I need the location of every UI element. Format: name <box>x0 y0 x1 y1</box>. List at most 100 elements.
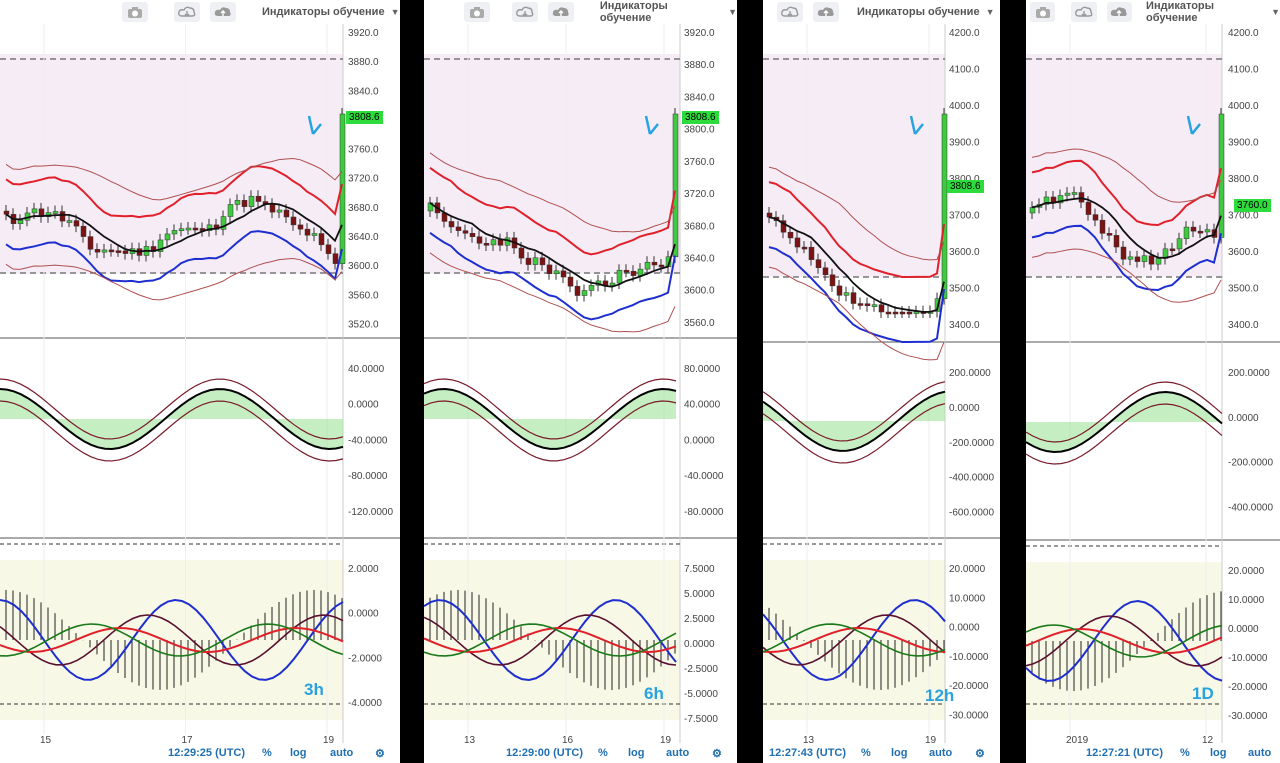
candle <box>878 304 885 313</box>
ma-blue-line <box>768 246 945 343</box>
candle <box>476 236 483 244</box>
candle <box>836 285 843 296</box>
settings-gear-icon[interactable]: ⚙ <box>375 747 385 760</box>
auto-toggle[interactable]: auto <box>330 747 354 759</box>
settings-gear-icon[interactable]: ⚙ <box>975 747 985 760</box>
settings-gear-icon[interactable]: ⚙ <box>712 747 722 760</box>
candle <box>318 233 325 246</box>
candle <box>906 311 913 315</box>
candle <box>66 220 73 223</box>
price-tick-label: 3800.0 <box>949 174 980 185</box>
chart-canvas: 4200.0 4100.0 4000.0 3900.0 3800.0 3700.0 3600… <box>1026 24 1280 746</box>
indicator-select[interactable]: Индикаторы обучение ▼ <box>599 0 737 24</box>
indicator-select[interactable]: Индикаторы обучение ▼ <box>1146 0 1280 24</box>
cloud-upload-icon[interactable] <box>210 2 236 22</box>
candle <box>241 200 248 207</box>
osc2-red-line <box>1026 628 1223 654</box>
percent-toggle[interactable]: % <box>262 747 272 759</box>
candle <box>1148 255 1155 265</box>
chart-toolbar: Индикаторы обучение ▼ <box>1026 0 1280 24</box>
chart-status-bar: 12:29:00 (UTC) % log auto ⚙ <box>424 743 737 763</box>
timeframe-label: 6h <box>644 684 664 703</box>
candle <box>185 227 192 231</box>
candle <box>525 257 532 265</box>
osc2-tick-label: -5.0000 <box>684 689 718 700</box>
auto-toggle[interactable]: auto <box>1248 747 1272 759</box>
ma-blue-line <box>5 230 343 284</box>
osc1-tick-label: 0.0000 <box>949 403 980 414</box>
price-tick-label: 3920.0 <box>684 28 715 39</box>
auto-toggle[interactable]: auto <box>929 747 953 759</box>
cloud-upload-icon[interactable] <box>1106 2 1133 22</box>
percent-toggle[interactable]: % <box>861 747 871 759</box>
cloud-download-icon[interactable] <box>777 2 803 22</box>
camera-icon[interactable] <box>122 2 148 22</box>
candle <box>672 113 679 258</box>
log-toggle[interactable]: log <box>290 747 307 759</box>
candle <box>808 246 815 260</box>
ma-red-line <box>5 165 343 219</box>
ma-blue-line <box>429 232 676 321</box>
candle <box>1113 235 1120 248</box>
candle <box>1204 229 1211 233</box>
cloud-download-icon[interactable] <box>511 2 538 22</box>
percent-toggle[interactable]: % <box>598 747 608 759</box>
log-toggle[interactable]: log <box>891 747 908 759</box>
time-readout: 12:27:43 (UTC) <box>769 747 847 759</box>
osc2-blue-line <box>763 599 946 682</box>
last-price-tag: 3808.6 <box>682 111 719 124</box>
osc1-tick-label: -600.0000 <box>949 508 994 519</box>
osc1-tick-label: -80.0000 <box>348 471 388 482</box>
osc1-tick-label: -120.0000 <box>348 507 393 518</box>
auto-toggle[interactable]: auto <box>666 747 690 759</box>
osc1-tick-label: -200.0000 <box>1228 458 1273 469</box>
osc2-fill <box>0 560 343 720</box>
osc1-line <box>1026 391 1223 453</box>
band-fill <box>424 54 680 274</box>
candle <box>637 268 644 276</box>
cloud-upload-icon[interactable] <box>547 2 574 22</box>
osc1-tick-label: -40.0000 <box>348 435 388 446</box>
camera-icon[interactable] <box>1030 2 1056 22</box>
price-tick-label: 3900.0 <box>1228 137 1259 148</box>
chart-canvas: 3920.0 3880.0 3840.0 3800.0 3760.0 3720.0 3680… <box>424 24 737 746</box>
chart-canvas: 4200.0 4100.0 4000.0 3900.0 3800.0 3700.0 3600… <box>763 24 1000 746</box>
date-tick-label: 13 <box>464 735 476 746</box>
date-tick-label: 16 <box>562 735 574 746</box>
cloud-download-icon[interactable] <box>174 2 200 22</box>
percent-toggle[interactable]: % <box>1180 747 1190 759</box>
price-tick-label: 3500.0 <box>1228 283 1259 294</box>
candle <box>234 200 241 205</box>
indicator-select[interactable]: Индикаторы обучение ▼ <box>262 6 400 18</box>
ma-red-line <box>1031 159 1222 227</box>
cloud-upload-icon[interactable] <box>813 2 839 22</box>
log-toggle[interactable]: log <box>1210 747 1227 759</box>
candle <box>616 269 623 284</box>
candle <box>1176 238 1183 250</box>
chart-panel-3h: 3920.03880.03840.03800.03760.03720.03680… <box>0 0 400 763</box>
band-upper-line <box>429 152 676 233</box>
ma-black-line <box>429 202 676 288</box>
osc1-tick-label: 200.0000 <box>949 368 991 379</box>
chart-panel-12h: 4200.0 4100.0 4000.0 3900.0 3800.0 3700.0 3600… <box>763 0 1000 763</box>
osc2-tick-label: -2.5000 <box>684 664 718 675</box>
candle <box>1169 248 1176 252</box>
price-tick-label: 3700.0 <box>1228 210 1259 221</box>
band-lower-line <box>429 252 676 333</box>
candle <box>157 239 164 252</box>
osc1-tick-label: 0.0000 <box>684 435 715 446</box>
osc2-purple-line <box>0 614 344 666</box>
log-toggle[interactable]: log <box>628 747 645 759</box>
camera-icon[interactable] <box>464 2 490 22</box>
chart-panel-6h: 3920.0 3880.0 3840.0 3800.0 3760.0 3720.0 3680… <box>424 0 737 763</box>
candle <box>1064 192 1071 196</box>
price-tick-label: 4000.0 <box>1228 101 1259 112</box>
candle <box>283 209 290 218</box>
date-tick-label: 12 <box>1202 735 1214 746</box>
candle <box>1197 230 1204 234</box>
cloud-download-icon[interactable] <box>1071 2 1097 22</box>
price-tick-label: 3720.0 <box>684 189 715 200</box>
indicator-select[interactable]: Индикаторы обучение ▼ <box>857 6 995 18</box>
osc1-line <box>763 381 946 442</box>
candle <box>227 204 234 217</box>
